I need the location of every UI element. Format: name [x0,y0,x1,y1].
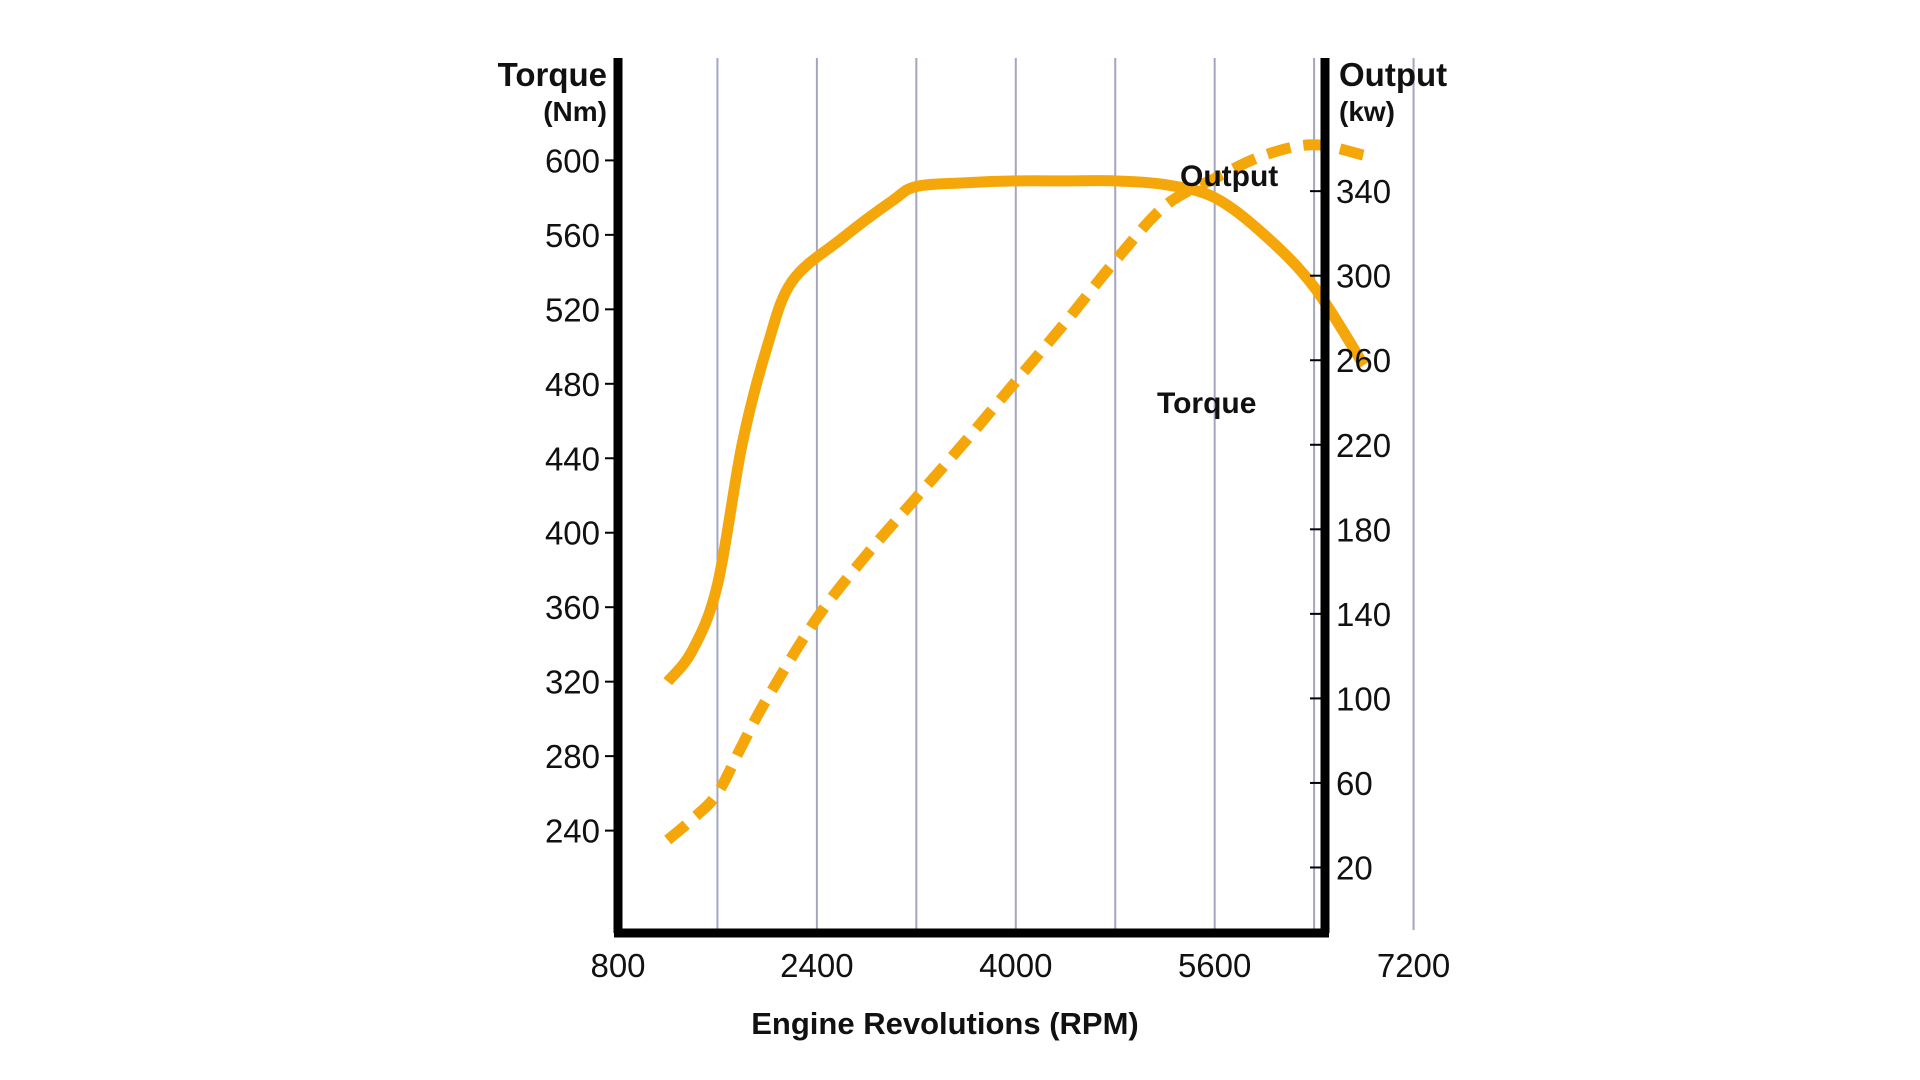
axes [613,58,1330,938]
tick-labels: 800 2400 4000 5600 7200 600 560 520 480 440 400 360… [545,142,1450,984]
right-y-tick-label: 20 [1336,849,1373,886]
series-lines [663,139,1369,845]
x-tick-label: 7200 [1377,947,1450,984]
left-y-tick-label: 520 [545,291,600,328]
left-y-tick-label: 280 [545,738,600,775]
left-y-tick-label: 320 [545,664,600,701]
x-tick-label: 2400 [780,947,853,984]
right-y-tick-label: 260 [1336,342,1391,379]
left-y-tick-label: 480 [545,366,600,403]
right-axis-unit: (kw) [1339,96,1395,127]
left-y-tick-label: 360 [545,589,600,626]
x-tick-label: 800 [590,947,645,984]
left-y-tick-label: 400 [545,515,600,552]
right-y-tick-label: 100 [1336,680,1391,717]
right-y-tick-label: 140 [1336,596,1391,633]
output-series-label: Output [1180,160,1278,193]
right-y-tick-label: 180 [1336,511,1391,548]
x-axis-title: Engine Revolutions (RPM) [751,1006,1139,1041]
right-y-tick-label: 60 [1336,765,1373,802]
torque-series-label: Torque [1157,387,1256,420]
right-axis-title: Output [1339,56,1447,93]
right-y-tick-label: 340 [1336,173,1391,210]
left-y-tick-label: 240 [545,813,600,850]
left-axis-title: Torque [498,56,607,93]
gridlines [716,58,1415,930]
left-axis-unit: (Nm) [543,96,607,127]
x-tick-label: 4000 [979,947,1052,984]
torque-series-line [663,175,1369,686]
left-y-tick-label: 560 [545,217,600,254]
x-tick-label: 5600 [1178,947,1251,984]
left-y-tick-label: 600 [545,142,600,179]
output-series-line [664,139,1366,845]
left-y-tick-label: 440 [545,440,600,477]
right-y-tick-label: 220 [1336,427,1391,464]
right-y-tick-label: 300 [1336,258,1391,295]
